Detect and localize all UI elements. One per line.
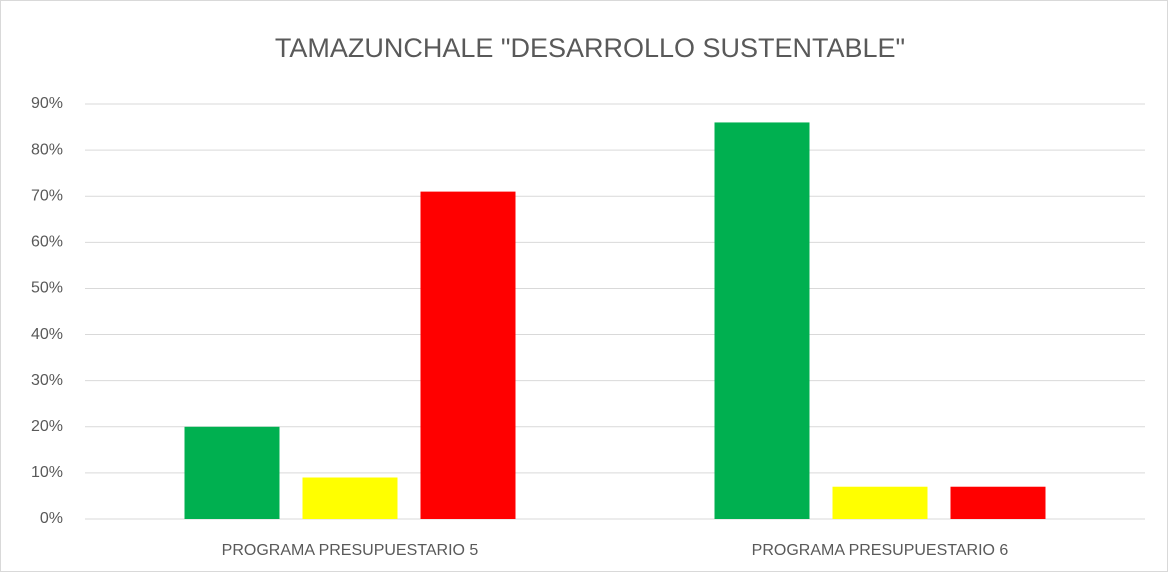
y-tick-label: 50% [31, 280, 63, 297]
x-tick-label: PROGRAMA PRESUPUESTARIO 6 [752, 542, 1009, 559]
bar [832, 486, 928, 519]
y-tick-label: 40% [31, 326, 63, 343]
y-tick-label: 80% [31, 141, 63, 158]
bar [302, 477, 398, 519]
x-tick-label: PROGRAMA PRESUPUESTARIO 5 [222, 542, 479, 559]
bar [420, 191, 516, 519]
y-tick-label: 70% [31, 187, 63, 204]
bar [714, 122, 810, 519]
y-tick-label: 60% [31, 234, 63, 251]
y-tick-label: 0% [40, 510, 63, 527]
y-tick-label: 30% [31, 372, 63, 389]
y-tick-label: 20% [31, 418, 63, 435]
bar [950, 486, 1046, 519]
y-tick-label: 90% [31, 95, 63, 112]
bar [184, 426, 280, 519]
chart-title: TAMAZUNCHALE "DESARROLLO SUSTENTABLE" [275, 33, 905, 63]
y-tick-label: 10% [31, 464, 63, 481]
